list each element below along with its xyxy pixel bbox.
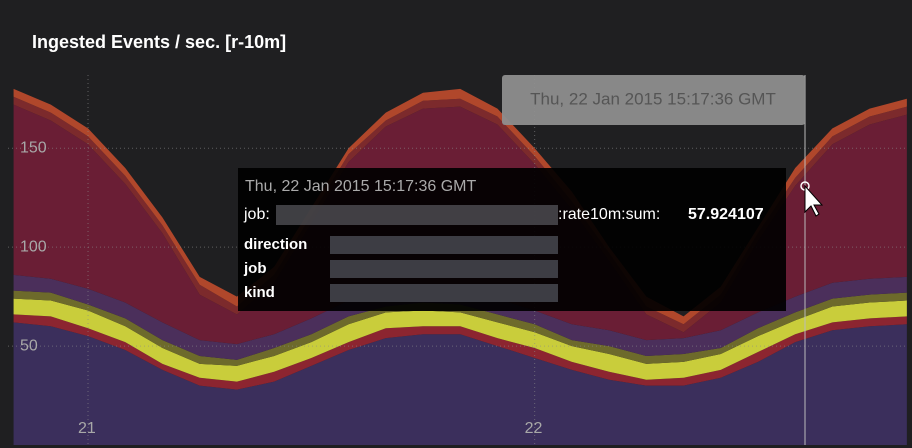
x-tick-label: 22 [525,420,543,437]
area [13,314,907,390]
blurred-text [330,260,558,278]
tooltip-label: job [243,260,267,277]
y-tick-label: 150 [20,139,47,156]
area [13,298,907,382]
tooltip-label: direction [244,236,307,253]
tooltip-metric-prefix: job: [243,206,270,223]
area [13,322,907,445]
y-tick-label: 100 [20,238,47,255]
tooltip-value: 57.924107 [688,206,764,223]
tooltip-time: Thu, 22 Jan 2015 15:17:36 GMT [245,178,476,195]
tooltip-metric-suffix: :rate10m:sum: [558,206,660,223]
hover-time-box [502,75,805,125]
x-tick-label: 21 [78,420,96,437]
blurred-text [276,205,558,225]
chart-title: Ingested Events / sec. [r-10m] [32,32,286,52]
hover-time: Thu, 22 Jan 2015 15:17:36 GMT [530,89,776,108]
blurred-text [330,236,558,254]
overlay: Thu, 22 Jan 2015 15:17:36 GMT Thu, 22 Ja… [238,75,824,445]
tooltip-label: kind [244,284,275,301]
y-tick-label: 50 [20,337,38,354]
blurred-text [330,284,558,302]
mouse-cursor [804,184,824,217]
area [13,274,907,360]
